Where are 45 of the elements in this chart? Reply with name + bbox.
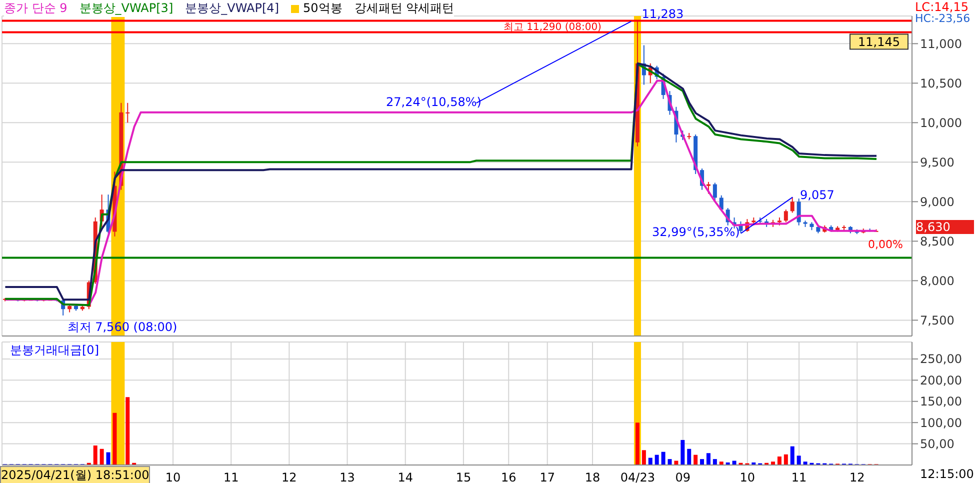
text: 2025/04/21(월) 18:51:00 [0,466,150,483]
y-tick-label: 150,00 [920,394,962,409]
text: 강세패턴 약세패턴 [354,0,454,17]
y-tick-label: 50,00 [920,437,954,452]
legend-label: 50억봉 [302,0,342,17]
text: 분봉상_VWAP[3] [79,0,174,17]
x-tick-label: 17 [540,470,555,483]
text: LC:14,15 [915,0,968,14]
chart-title: 분봉거래대금[0] [10,342,99,359]
y-tick-label: 7,500 [920,313,954,328]
y-tick-label: 200,00 [920,373,962,388]
ref-line-label: 11,145 [858,35,900,50]
y-tick-label: 11,000 [920,36,962,51]
y-tick-label: 10,500 [920,76,962,90]
x-tick-label: 18 [584,470,600,483]
annotation: 9,057 [800,188,834,202]
annotation: 27,24°(10,58%) [386,95,482,109]
y-tick-label: 10,000 [920,116,962,130]
y-tick-label: 100,00 [920,416,962,430]
x-tick-label: 11 [223,470,239,483]
x-tick-label: 12 [282,470,297,483]
annotation: 0,00% [868,238,903,251]
y-tick-label: 9,000 [920,194,954,209]
x-tick-label: 16 [500,470,516,483]
x-tick-label: 09 [675,470,691,483]
annotation: 11,283 [642,7,684,22]
y-tick-label: 8,500 [920,234,954,248]
annotation: 최고 11,290 (08:00) [503,22,602,33]
text: 종가 단순 9 [4,0,68,17]
text: 분봉상_VWAP[4] [185,0,280,17]
x-tick-label: 11 [791,470,807,483]
x-tick-label: 10 [740,470,756,483]
text: 12:15:00 [920,467,974,481]
text: 8,630 [916,220,974,234]
text: HC:-23,56 [915,12,970,25]
x-tick-label: 10 [165,470,181,483]
x-tick-label: 14 [398,470,414,483]
annotation: 32,99°(5,35%) [652,225,740,239]
x-tick-label: 04/23 [620,470,656,483]
y-tick-label: 9,500 [920,155,954,170]
y-tick-label: 8,000 [920,274,954,288]
x-tick-label: 15 [456,470,472,483]
y-tick-label: 250,00 [920,352,962,366]
x-tick-label: 12 [850,470,865,483]
x-tick-label: 13 [340,470,355,483]
